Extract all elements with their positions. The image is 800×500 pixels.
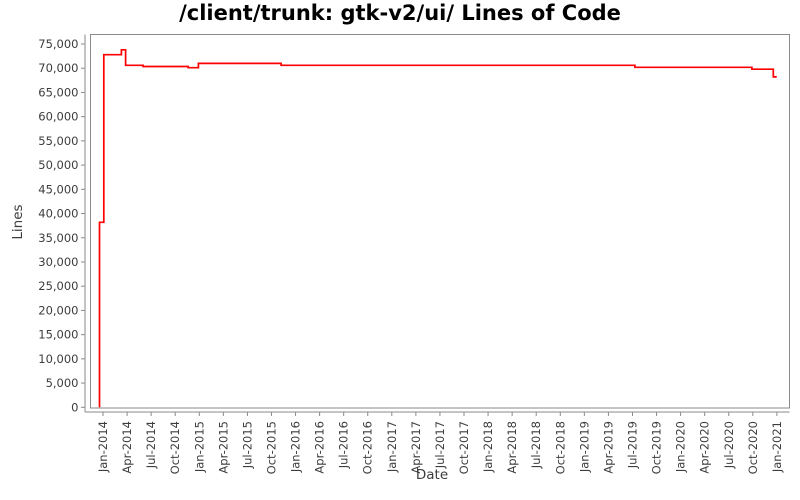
x-tick-label: Apr-2015 — [216, 421, 230, 474]
x-tick-label: Apr-2020 — [698, 421, 712, 474]
y-tick-label: 0 — [71, 400, 78, 414]
x-axis-title: Date — [415, 467, 449, 483]
loc-series-line — [98, 48, 777, 408]
x-tick-label: Jul-2016 — [337, 421, 351, 469]
y-tick-label: 45,000 — [38, 182, 78, 196]
x-tick-label: Jan-2017 — [385, 421, 399, 473]
y-tick-label: 20,000 — [38, 303, 78, 317]
y-tick-label: 5,000 — [46, 376, 79, 390]
x-tick-label: Apr-2014 — [120, 421, 134, 474]
x-tick-label: Apr-2018 — [505, 421, 519, 474]
x-tick-label: Apr-2017 — [409, 421, 423, 474]
x-tick-label: Jul-2017 — [433, 421, 447, 469]
plot-border — [90, 34, 790, 409]
y-tick-label: 75,000 — [38, 37, 78, 51]
y-tick-label: 30,000 — [38, 255, 78, 269]
x-tick-label: Jul-2015 — [240, 421, 254, 469]
y-tick-label: 15,000 — [38, 328, 78, 342]
x-tick-label: Oct-2015 — [264, 421, 278, 474]
x-tick-label: Oct-2017 — [457, 421, 471, 474]
x-tick-label: Jul-2019 — [625, 421, 639, 469]
y-tick-label: 60,000 — [38, 110, 78, 124]
x-tick-label: Apr-2019 — [601, 421, 615, 474]
x-tick-label: Jan-2015 — [192, 421, 206, 473]
x-tick-label: Jul-2014 — [144, 421, 158, 469]
y-tick-label: 25,000 — [38, 279, 78, 293]
x-tick-label: Jul-2020 — [722, 421, 736, 469]
y-tick-label: 40,000 — [38, 207, 78, 221]
x-tick-label: Jan-2014 — [96, 421, 110, 473]
x-tick-label: Oct-2014 — [168, 421, 182, 474]
x-tick-label: Apr-2016 — [313, 421, 327, 474]
x-tick-label: Jul-2018 — [529, 421, 543, 469]
x-tick-label: Oct-2019 — [650, 421, 664, 474]
x-tick-label: Jan-2016 — [289, 421, 303, 473]
x-tick-label: Jan-2018 — [481, 421, 495, 473]
y-tick-label: 70,000 — [38, 61, 78, 75]
y-tick-label: 35,000 — [38, 231, 78, 245]
x-tick-label: Oct-2020 — [746, 421, 760, 474]
x-tick-label: Jan-2020 — [674, 421, 688, 473]
x-tick-label: Jan-2021 — [770, 421, 784, 473]
x-tick-label: Jan-2019 — [577, 421, 591, 473]
y-tick-label: 55,000 — [38, 134, 78, 148]
y-tick-label: 50,000 — [38, 158, 78, 172]
y-tick-label: 10,000 — [38, 352, 78, 366]
chart-title: /client/trunk: gtk-v2/ui/ Lines of Code — [179, 1, 621, 25]
y-tick-label: 65,000 — [38, 85, 78, 99]
x-tick-label: Oct-2016 — [361, 421, 375, 474]
x-tick-label: Oct-2018 — [553, 421, 567, 474]
